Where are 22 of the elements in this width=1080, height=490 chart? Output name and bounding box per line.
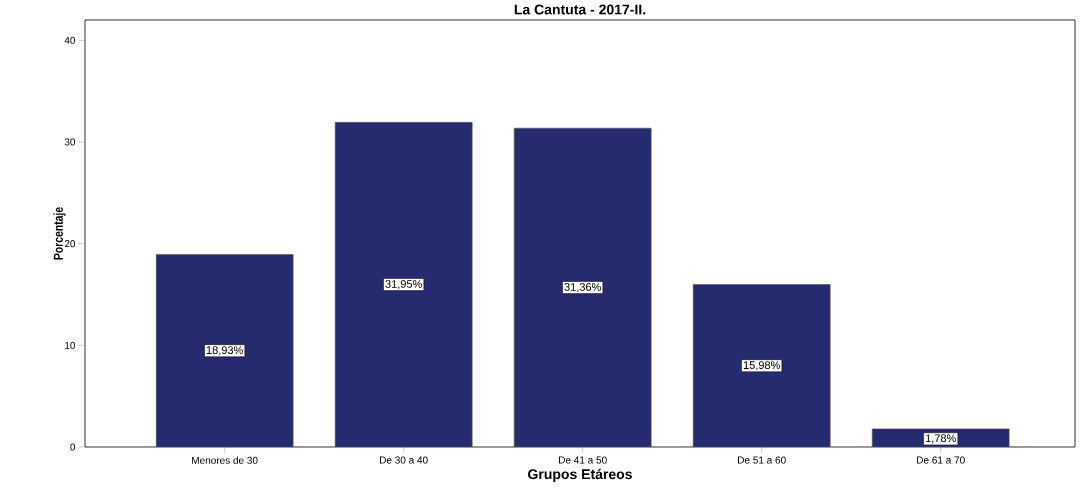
y-tick-label: 10 [65, 341, 76, 349]
data-label: 15,98% [743, 361, 780, 371]
bar [513, 127, 652, 447]
data-label: 18,93% [206, 346, 243, 356]
bar [692, 284, 831, 447]
y-axis-title: Porcentaje [53, 207, 66, 260]
bar [334, 121, 473, 447]
x-tick-label: De 30 a 40 [380, 456, 428, 464]
y-tick-label: 0 [70, 443, 76, 451]
y-tick-label: 20 [64, 240, 76, 248]
x-tick-label: De 51 a 60 [738, 456, 786, 464]
data-label: 31,36% [564, 283, 601, 293]
y-tick-label: 30 [64, 138, 76, 146]
x-tick-label: De 61 a 70 [917, 456, 965, 464]
bar [155, 254, 294, 447]
x-tick-label: De 41 a 50 [559, 456, 607, 464]
data-label: 31,95% [385, 280, 422, 290]
chart-title: La Cantuta - 2017-II. [514, 4, 646, 15]
data-label: 1,78% [925, 434, 956, 444]
x-tick-label: Menores de 30 [192, 456, 258, 464]
y-tick-label: 40 [64, 36, 76, 44]
x-axis-title: Grupos Etáreos [528, 468, 632, 482]
